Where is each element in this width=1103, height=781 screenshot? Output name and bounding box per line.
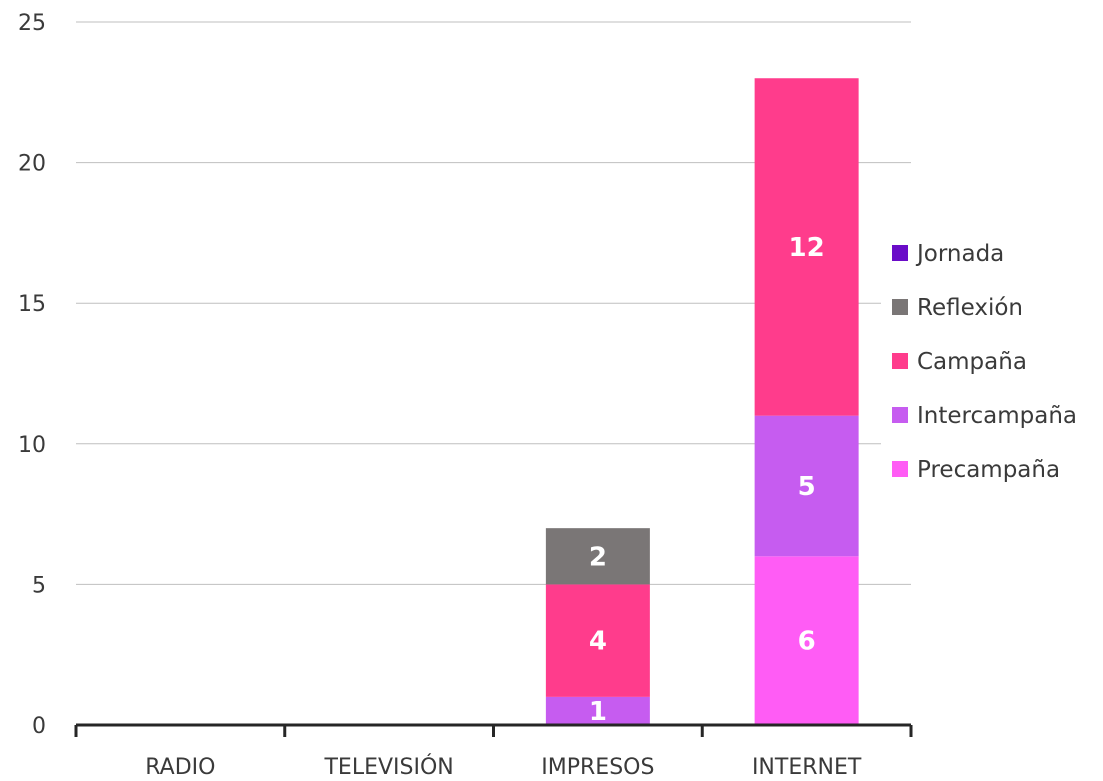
bar-segment	[545, 584, 650, 697]
bars: 1 4 2 6 5 12	[545, 78, 859, 727]
data-label: 12	[789, 233, 825, 263]
legend-label: Intercampaña	[917, 403, 1077, 429]
category-label: IMPRESOS	[541, 755, 654, 780]
bar-segment	[754, 556, 859, 725]
y-tick-label: 10	[18, 433, 46, 458]
x-axis-labels: RADIO TELEVISIÓN IMPRESOS INTERNET	[145, 754, 862, 780]
legend: Jornada Reflexión Campaña Intercampaña Preca…	[881, 222, 1103, 500]
legend-label: Reflexión	[917, 295, 1023, 321]
y-tick-label: 0	[32, 714, 46, 739]
y-axis-ticks: 0 5 10 15 20 25	[18, 11, 46, 739]
data-label: 2	[589, 542, 607, 572]
legend-swatch	[892, 299, 908, 315]
data-label: 5	[798, 472, 816, 502]
bar-segment	[545, 528, 650, 585]
data-label: 6	[798, 627, 816, 657]
legend-background	[881, 222, 1103, 500]
legend-swatch	[892, 353, 908, 369]
x-axis	[74, 723, 913, 737]
y-tick-label: 5	[32, 573, 46, 598]
category-label: INTERNET	[752, 755, 862, 780]
bar-segment	[754, 78, 859, 416]
bar-segment	[754, 415, 859, 557]
y-tick-label: 20	[18, 152, 46, 177]
legend-swatch	[892, 245, 908, 261]
legend-label: Precampaña	[917, 457, 1060, 483]
y-tick-label: 25	[18, 11, 46, 36]
y-tick-label: 15	[18, 292, 46, 317]
category-label: TELEVISIÓN	[323, 754, 453, 780]
legend-swatch	[892, 407, 908, 423]
data-label: 4	[589, 627, 607, 657]
data-label: 1	[589, 697, 607, 727]
legend-swatch	[892, 461, 908, 477]
bar-segment	[545, 696, 650, 725]
legend-label: Campaña	[917, 349, 1027, 375]
legend-label: Jornada	[915, 241, 1004, 267]
category-label: RADIO	[145, 755, 215, 780]
